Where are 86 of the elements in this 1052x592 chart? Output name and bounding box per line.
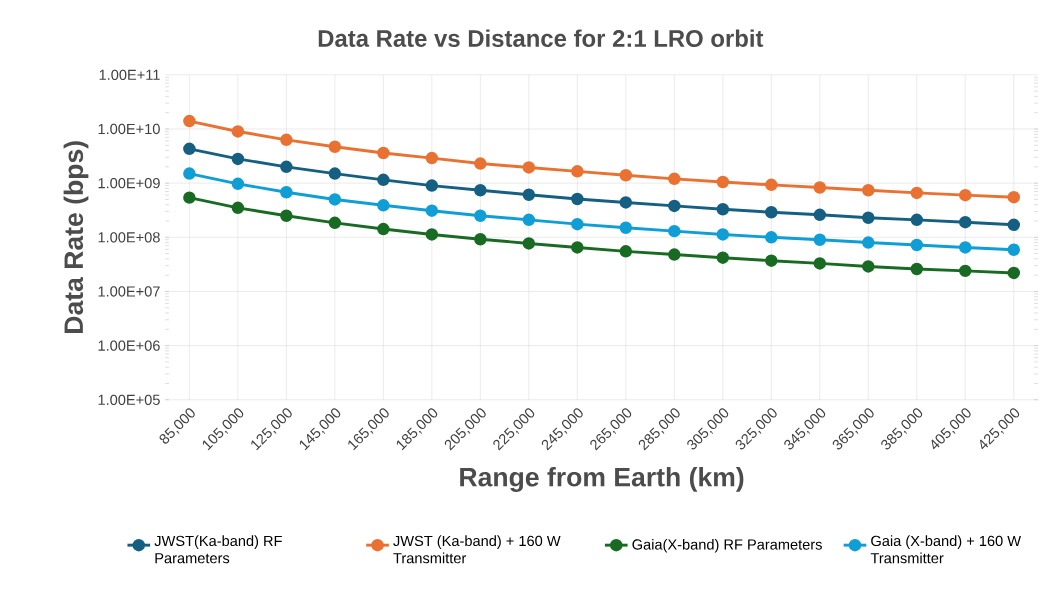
point: [668, 248, 681, 261]
point: [619, 221, 633, 235]
point: [183, 114, 196, 128]
point: [910, 238, 924, 252]
point: [813, 181, 827, 194]
chart-title: Data Rate vs Distance for 2:1 LRO orbit: [318, 29, 764, 48]
point: [522, 188, 536, 202]
point: [619, 169, 633, 182]
point: [425, 179, 439, 192]
point: [910, 262, 924, 276]
x-axis-title: Range from Earth (km): [460, 467, 744, 493]
point: [474, 209, 487, 223]
point: [231, 152, 245, 166]
point: [571, 165, 584, 178]
point: [474, 184, 487, 197]
point: [716, 203, 730, 216]
y-tick-label: 1.00E+11: [99, 69, 160, 81]
point: [1007, 243, 1021, 257]
point: [328, 140, 342, 154]
y-tick-label: 1.00E+09: [98, 178, 160, 189]
point: [231, 125, 245, 138]
point: [522, 237, 536, 250]
point: [474, 157, 487, 170]
legend-label: JWST (Ka-band) + 160 W Transmitter: [393, 535, 561, 564]
y-tick-label: 1.00E+06: [98, 340, 160, 351]
point: [668, 225, 681, 238]
y-tick-label: 1.00E+08: [98, 232, 160, 243]
point: [425, 151, 439, 165]
point: [280, 133, 293, 147]
point: [619, 245, 633, 258]
point: [425, 204, 439, 218]
point: [959, 189, 972, 202]
legend-label: JWST(Ka-band) RF Parameters: [154, 535, 282, 564]
point: [425, 228, 439, 241]
point: [668, 199, 681, 213]
legend-label: Gaia(X-band) RF Parameters: [632, 539, 822, 553]
point: [813, 208, 827, 222]
point: [328, 193, 342, 206]
point: [183, 167, 196, 180]
point: [716, 251, 730, 265]
point: [862, 184, 875, 197]
point: [522, 161, 536, 174]
point: [328, 216, 342, 230]
point: [571, 241, 584, 254]
point: [910, 213, 924, 227]
point: [668, 172, 681, 186]
point: [377, 199, 390, 212]
point: [571, 192, 584, 206]
y-tick-label: 1.00E+10: [98, 123, 160, 135]
point: [183, 191, 196, 204]
point: [183, 142, 196, 156]
point: [765, 254, 778, 268]
point: [959, 216, 972, 229]
point: [377, 173, 390, 187]
point: [765, 178, 778, 192]
point: [910, 186, 924, 200]
y-tick-label: 1.00E+05: [98, 394, 160, 406]
point: [765, 231, 778, 244]
point: [231, 177, 245, 191]
point: [862, 236, 875, 249]
point: [959, 264, 972, 278]
point: [1007, 191, 1021, 204]
point: [522, 213, 536, 227]
point: [377, 222, 390, 236]
y-axis-title: Data Rate (bps): [63, 141, 89, 334]
point: [813, 257, 827, 270]
point: [1007, 266, 1021, 280]
point: [328, 167, 342, 180]
point: [959, 241, 972, 254]
point: [813, 233, 827, 247]
point: [474, 233, 487, 246]
point: [862, 260, 875, 273]
point: [280, 209, 293, 223]
point: [619, 196, 633, 209]
point: [716, 228, 730, 241]
point: [231, 201, 245, 215]
point: [716, 175, 730, 189]
legend-label: Gaia (X-band) + 160 W Transmitter: [870, 535, 1021, 564]
point: [1007, 218, 1021, 232]
point: [280, 186, 293, 199]
y-tick-label: 1.00E+07: [98, 286, 160, 297]
point: [377, 146, 390, 160]
point: [862, 211, 875, 225]
point: [280, 160, 293, 174]
point: [571, 218, 584, 231]
point: [765, 206, 778, 219]
